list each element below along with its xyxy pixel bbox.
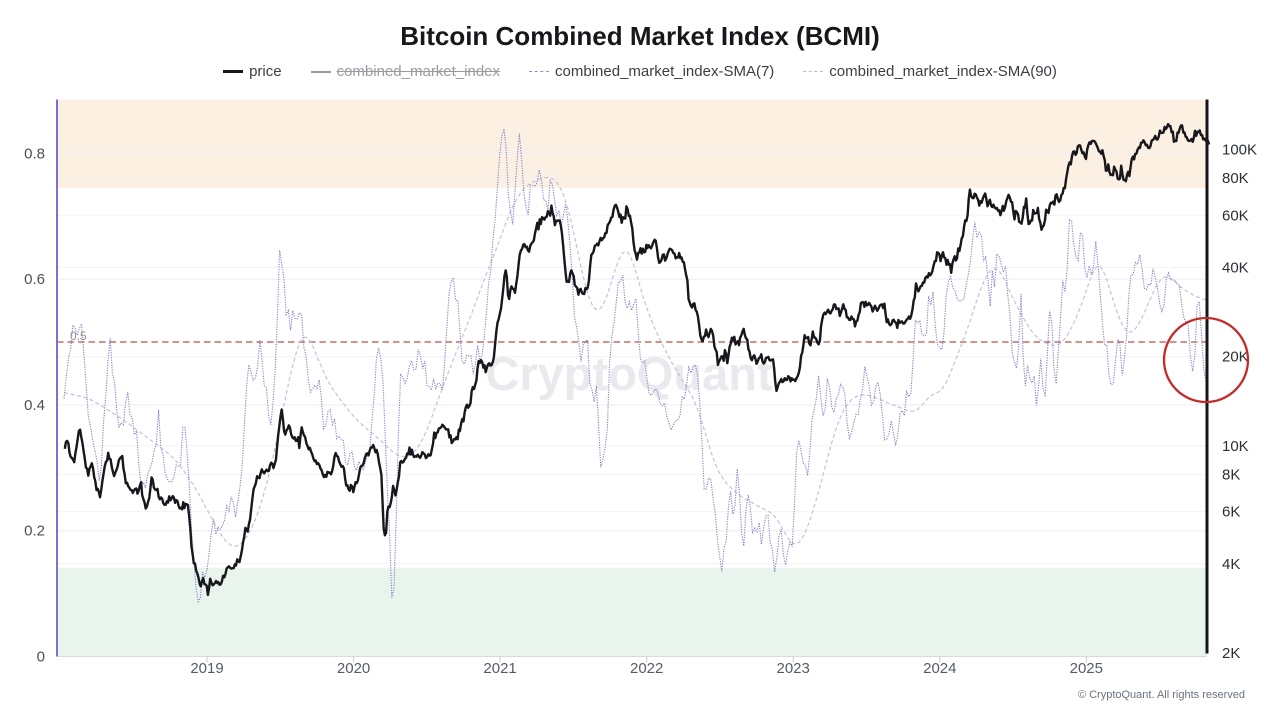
svg-text:2K: 2K bbox=[1222, 645, 1240, 662]
svg-text:60K: 60K bbox=[1222, 207, 1249, 224]
svg-text:0.4: 0.4 bbox=[24, 397, 45, 414]
svg-text:0.2: 0.2 bbox=[24, 523, 45, 540]
svg-text:8K: 8K bbox=[1222, 467, 1240, 484]
svg-text:0.6: 0.6 bbox=[24, 271, 45, 288]
svg-text:40K: 40K bbox=[1222, 259, 1249, 276]
svg-text:2019: 2019 bbox=[190, 660, 223, 677]
svg-text:2025: 2025 bbox=[1070, 660, 1103, 677]
svg-text:100K: 100K bbox=[1222, 142, 1257, 159]
svg-text:2021: 2021 bbox=[483, 660, 516, 677]
svg-text:2023: 2023 bbox=[777, 660, 810, 677]
svg-text:10K: 10K bbox=[1222, 438, 1249, 455]
svg-text:CryptoQuant: CryptoQuant bbox=[485, 347, 773, 400]
svg-text:20K: 20K bbox=[1222, 349, 1249, 366]
svg-text:6K: 6K bbox=[1222, 504, 1240, 521]
svg-text:80K: 80K bbox=[1222, 170, 1249, 187]
svg-text:0: 0 bbox=[37, 649, 45, 666]
svg-text:2020: 2020 bbox=[337, 660, 370, 677]
svg-text:2024: 2024 bbox=[923, 660, 956, 677]
svg-text:2022: 2022 bbox=[630, 660, 663, 677]
svg-text:4K: 4K bbox=[1222, 556, 1240, 573]
svg-text:0.8: 0.8 bbox=[24, 145, 45, 162]
